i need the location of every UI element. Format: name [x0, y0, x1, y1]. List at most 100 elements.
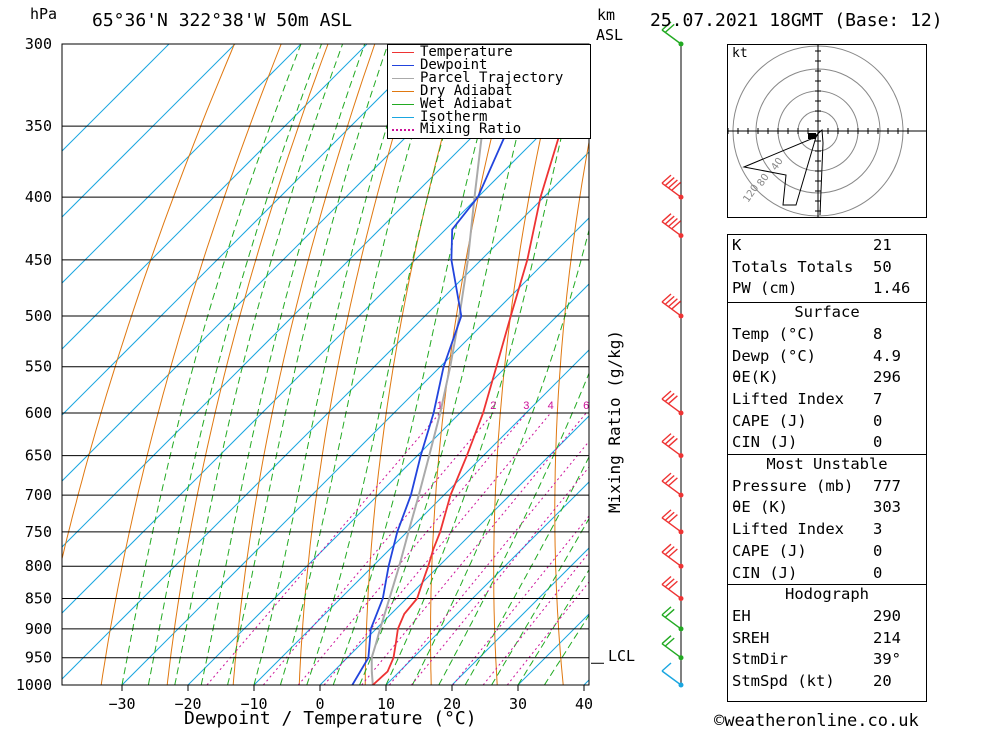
temperature-tick-label: 20: [443, 695, 461, 713]
index-key: CAPE (J): [732, 411, 807, 430]
legend-label: Dry Adiabat: [420, 82, 513, 99]
legend-item: Parcel Trajectory: [390, 69, 588, 86]
pressure-tick-label: 500: [25, 307, 52, 325]
index-row: CAPE (J) 0: [728, 412, 926, 434]
mixing-ratio-line: [323, 412, 552, 685]
wind-barb: [661, 174, 684, 200]
index-key: PW (cm): [732, 279, 798, 298]
temperature-tick-label: 0: [315, 695, 324, 713]
location-title: 65°36'N 322°38'W 50m ASL: [92, 10, 353, 31]
wet-adiabat-line: [253, 44, 414, 685]
index-value: 296: [873, 368, 901, 387]
indices-table: K 21 Totals Totals 50 PW (cm) 1.46 Surface Temp…: [727, 234, 927, 702]
lcl-label: LCL: [608, 647, 636, 665]
index-row: Temp (°C) 8: [728, 325, 926, 347]
wind-barb: [661, 509, 684, 535]
index-key: Temp (°C): [732, 324, 816, 343]
index-row: Lifted Index 3: [728, 520, 926, 542]
pressure-tick-label: 950: [25, 649, 52, 667]
legend-item: Dry Adiabat: [390, 82, 588, 99]
dry-adiabat-line: [232, 44, 376, 685]
mixing-ratio-label: 20: [694, 400, 706, 412]
index-value: 3: [873, 520, 883, 539]
wind-barb: [661, 21, 684, 47]
index-row: StmDir 39°: [728, 650, 926, 672]
mixing-ratio-title: Mixing Ratio (g/kg): [605, 329, 625, 514]
legend-swatch: [392, 90, 414, 92]
legend-item: Isotherm: [390, 110, 588, 124]
legend-label: Mixing Ratio: [420, 121, 522, 138]
temperature-tick-label: −10: [240, 695, 267, 713]
temperature-tick-label: 40: [575, 695, 593, 713]
wet-adiabat-line: [121, 44, 302, 685]
section-divider: [728, 584, 926, 586]
credit-text[interactable]: ©weatheronline.co.uk: [714, 711, 919, 731]
pressure-tick-label: 350: [25, 117, 52, 135]
index-row: Totals Totals 50: [728, 258, 926, 280]
mixing-ratio-line: [262, 412, 494, 685]
index-row: CIN (J) 0: [728, 433, 926, 455]
isotherm-line: [62, 44, 500, 482]
legend-swatch: [392, 52, 414, 53]
index-row: CAPE (J) 0: [728, 542, 926, 564]
wind-barb: [661, 543, 684, 569]
isotherm-line: [62, 44, 368, 350]
section-divider: [728, 302, 926, 304]
x-axis-title: Dewpoint / Temperature (°C): [184, 708, 477, 729]
temperature-tick-label: −20: [174, 695, 201, 713]
legend-label: Temperature: [420, 44, 513, 60]
wet-adiabat-line: [411, 228, 589, 685]
index-value: 303: [873, 498, 901, 517]
legend-item: Dewpoint: [390, 58, 588, 72]
pressure-tick-label: 1000: [16, 676, 52, 694]
index-key: CIN (J): [732, 563, 798, 582]
section-title: Most Unstable: [766, 455, 888, 473]
wind-barb: [661, 635, 684, 661]
pressure-tick-label: 700: [25, 486, 52, 504]
mixing-ratio-label: 6: [583, 400, 589, 412]
section-divider: [728, 454, 926, 455]
pressure-tick-label: 600: [25, 404, 52, 422]
mixing-ratio-label: 3: [523, 400, 529, 412]
wind-barb-column: [591, 21, 684, 688]
index-value: 20: [873, 672, 892, 690]
isotherm-line: [253, 349, 589, 685]
mixing-ratio-label: 1: [437, 400, 443, 412]
index-key: SREH: [732, 628, 770, 647]
legend-swatch: [392, 77, 414, 79]
dry-adiabat-line: [554, 139, 589, 685]
index-value: 0: [873, 541, 883, 560]
index-key: StmSpd (kt): [732, 672, 835, 690]
datetime-title: 25.07.2021 18GMT (Base: 12): [650, 10, 943, 31]
index-key: EH: [732, 606, 751, 625]
pressure-tick-label: 650: [25, 447, 52, 465]
index-key: Pressure (mb): [732, 476, 854, 495]
index-value: 50: [873, 257, 892, 276]
wind-barb: [661, 213, 684, 239]
index-key: θE (K): [732, 498, 788, 517]
pressure-tick-label: 300: [25, 35, 52, 53]
wind-barb: [661, 606, 684, 632]
isotherm-line: [187, 283, 589, 685]
index-row: Pressure (mb) 777: [728, 477, 926, 499]
pressure-tick-label: 750: [25, 523, 52, 541]
dry-adiabat-line: [983, 44, 1000, 685]
legend-label: Wet Adiabat: [420, 95, 513, 112]
axis-ticks: 3003504004505005506006507007508008509009…: [16, 35, 593, 713]
isobar-lines: [62, 43, 589, 686]
temperature-tick-label: 10: [377, 695, 395, 713]
pressure-unit-label: hPa: [30, 5, 58, 23]
index-row: StmSpd (kt) 20: [728, 672, 926, 694]
index-key: StmDir: [732, 650, 788, 669]
index-value: 0: [873, 563, 883, 582]
isotherm-line: [62, 44, 566, 548]
parcel-trajectory-profile: [370, 44, 487, 685]
legend: Temperature Dewpoint Parcel Trajectory Dry …: [387, 44, 591, 139]
wet-adiabat-line: [517, 568, 589, 685]
index-key: K: [732, 236, 742, 254]
legend-label: Parcel Trajectory: [420, 69, 564, 86]
index-row: SREH 214: [728, 629, 926, 651]
wind-barb: [661, 390, 684, 416]
index-value: 39°: [873, 650, 901, 669]
